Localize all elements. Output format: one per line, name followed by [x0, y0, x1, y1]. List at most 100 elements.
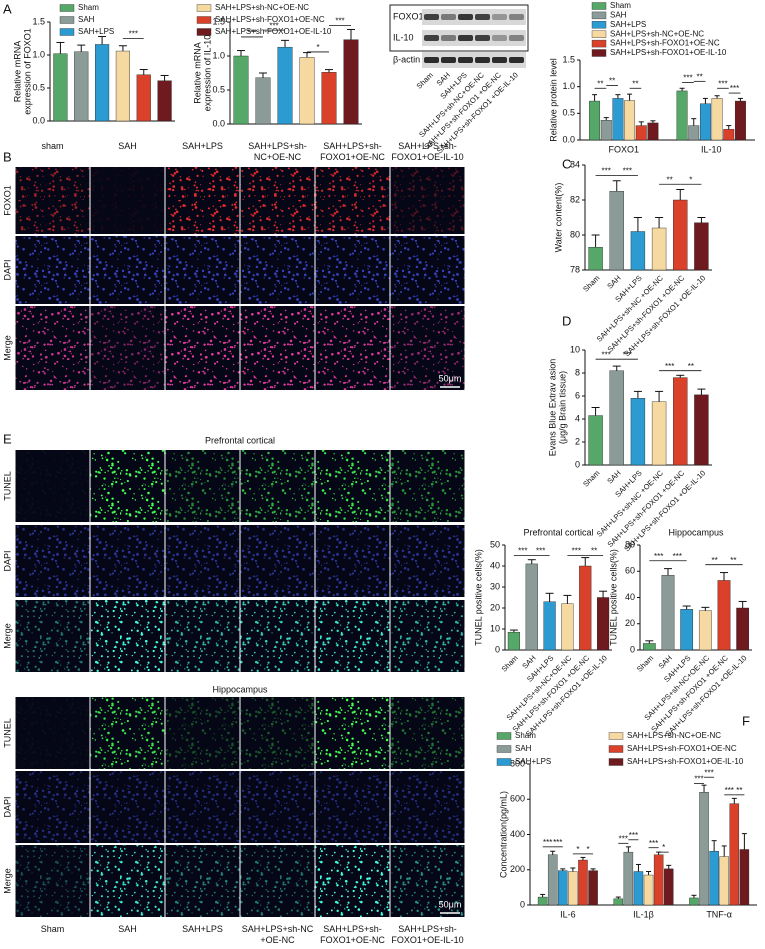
micrograph-signal [315, 525, 390, 597]
micrograph-signal [90, 525, 165, 597]
sig-label: *** [601, 350, 610, 359]
sig-label: *** [269, 21, 278, 30]
sig-label: *** [543, 838, 552, 847]
y-axis-label: TUNEL positive cells(%) [473, 549, 483, 646]
x-tick-label: Sham [635, 653, 655, 673]
sig-label: *** [718, 79, 727, 88]
micrograph-signal [240, 450, 315, 522]
legend-label: SAH [515, 744, 532, 753]
panel-letter: F [742, 713, 750, 728]
scale-label: 50μm [439, 899, 462, 909]
micrograph-signal [315, 450, 390, 522]
micrograph-signal [15, 600, 90, 672]
bar [673, 377, 688, 466]
bar [699, 792, 709, 906]
bar [321, 72, 337, 125]
sig-label: * [586, 845, 589, 854]
bar [630, 231, 646, 271]
column-label: SAH+LPS+sh-FOXO1+OE-NC [320, 141, 385, 162]
sig-label: ** [736, 786, 742, 795]
micrograph-signal [390, 525, 465, 597]
bar [255, 77, 271, 125]
bar [525, 563, 538, 651]
panel-letter: E [3, 431, 12, 446]
legend-label: SAH+LPS [78, 27, 114, 36]
bar [663, 868, 674, 906]
blot-strip [422, 9, 526, 25]
micrograph-signal [315, 167, 390, 234]
x-tick-label: FOXO1 [608, 144, 639, 154]
micrograph-signal [390, 697, 465, 769]
sig-label: ** [632, 79, 638, 88]
y-tick-label: 60 [625, 566, 635, 576]
micrograph-signal [90, 167, 165, 234]
y-tick-label: 0.0 [32, 115, 45, 125]
y-tick-label: 0.0 [212, 118, 225, 128]
bar [624, 100, 636, 141]
legend-label: Sham [515, 731, 536, 740]
bar [578, 859, 588, 906]
bar [600, 120, 612, 141]
legend-label: SAH+LPS+sh-FOXO1+OE-IL-10 [610, 48, 727, 57]
y-tick-label: 4 [575, 413, 580, 423]
y-axis-label: Evans Blue Extrav asion [547, 359, 557, 457]
bar [588, 870, 598, 906]
x-tick-label: IL-6 [560, 909, 576, 919]
legend-swatch [496, 732, 512, 740]
micrograph-signal [390, 236, 465, 304]
y-axis-label: Relative mRNA [192, 42, 202, 104]
band [441, 57, 456, 63]
column-label: SAH [118, 141, 137, 151]
y-tick-label: 1.5 [212, 16, 225, 26]
bar [579, 565, 592, 651]
sig-label: *** [725, 786, 734, 795]
sig-label: *** [654, 552, 663, 561]
micrograph-signal [90, 600, 165, 672]
row-label: Merge [2, 868, 12, 894]
panel-letter: B [3, 149, 12, 164]
sig-label: *** [601, 167, 610, 176]
legend-label: SAH+LPS+sh-NC+OE-NC [610, 29, 704, 38]
column-label: SAH [118, 924, 137, 934]
micrograph-signal [390, 845, 465, 917]
sig-label: * [576, 845, 579, 854]
band [475, 14, 490, 20]
micrograph-signal [90, 845, 165, 917]
x-tick-label: SAH [605, 468, 622, 485]
y-tick-label: 0.5 [32, 82, 45, 92]
legend-swatch [59, 4, 75, 12]
sig-label: *** [665, 362, 674, 371]
y-tick-label: 82 [570, 194, 580, 204]
sig-label: * [662, 843, 665, 852]
row-label: DAPI [2, 550, 12, 571]
sig-label: *** [683, 74, 692, 83]
legend-label: SAH [78, 15, 95, 24]
micrograph-signal [15, 525, 90, 597]
sig-label: *** [572, 547, 581, 556]
y-tick-label: 50 [490, 539, 500, 549]
micrograph-signal [315, 845, 390, 917]
bar [588, 415, 603, 466]
sig-label: *** [623, 350, 632, 359]
row-label: DAPI [2, 796, 12, 817]
legend-swatch [591, 11, 607, 20]
y-tick-label: 800 [510, 758, 525, 768]
micrograph-signal [240, 167, 315, 234]
micrograph-signal [15, 306, 90, 390]
band [458, 14, 473, 20]
scale-label: 50μm [439, 373, 462, 383]
legend-swatch [496, 745, 512, 753]
bar [537, 896, 548, 906]
micrograph-signal [240, 771, 315, 843]
column-label: SAH+LPS+sh-NC+OE-NC [248, 141, 307, 162]
y-tick-label: 1.5 [562, 54, 575, 64]
bar [547, 854, 558, 906]
band [475, 35, 490, 41]
micrograph-signal [165, 236, 240, 304]
micrograph-signal [240, 600, 315, 672]
y-tick-label: 2 [575, 436, 580, 446]
band [441, 35, 456, 41]
band [424, 35, 439, 41]
sig-label: ** [597, 79, 603, 88]
